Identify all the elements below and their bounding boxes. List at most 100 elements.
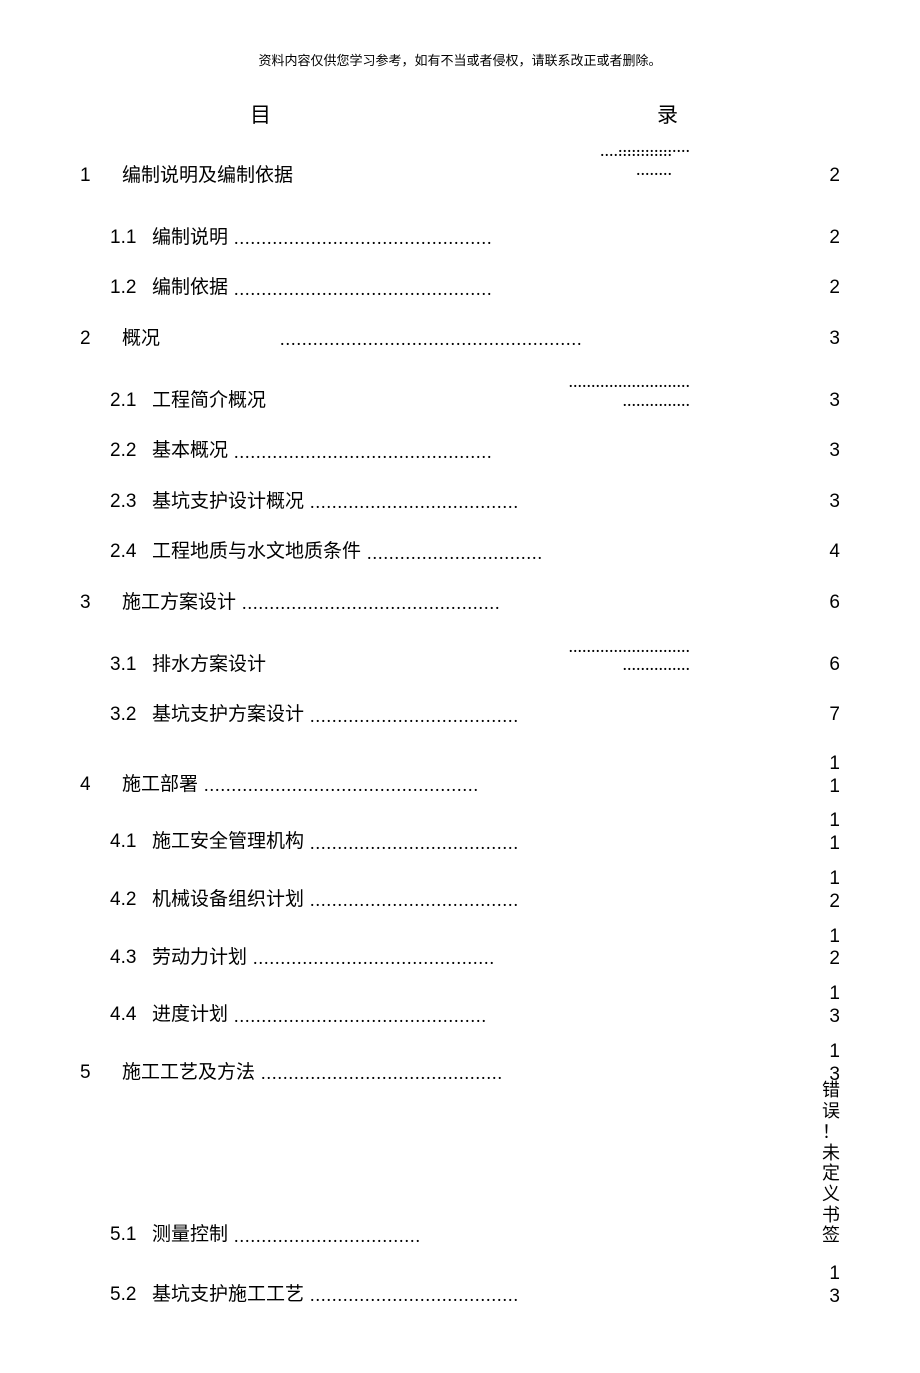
toc-row: 5.1测量控制 ................................… xyxy=(80,1222,840,1249)
vertical-char: 定 xyxy=(822,1163,840,1184)
toc-dots: ........................................… xyxy=(255,1061,820,1086)
toc-row: 4.3劳动力计划 ...............................… xyxy=(80,926,840,972)
toc-page: 13 xyxy=(820,983,840,1029)
toc-number: 4 xyxy=(80,772,112,799)
toc-row: 2概况 ....................................… xyxy=(80,326,840,353)
vertical-char: 签 xyxy=(822,1225,840,1246)
vertical-char: ！ xyxy=(822,1122,840,1143)
toc-page-digit: 1 xyxy=(829,1041,840,1064)
toc-dots-stacked: ........................................… xyxy=(266,372,820,410)
toc-page: 3 xyxy=(820,326,840,353)
toc-page-digit: 1 xyxy=(829,776,840,799)
toc-label: 机械设备组织计划 xyxy=(152,887,304,914)
toc-page: 12 xyxy=(820,926,840,972)
toc-page-digit: 1 xyxy=(829,983,840,1006)
toc-number: 1 xyxy=(80,163,112,190)
vertical-char: 未 xyxy=(822,1143,840,1164)
toc-number: 4.3 xyxy=(110,945,142,972)
toc-title-right: 录 xyxy=(657,99,678,129)
toc-dots: ........................................… xyxy=(247,946,820,971)
toc-page-digit: 1 xyxy=(829,868,840,891)
toc-page: 3 xyxy=(820,388,840,415)
toc-number: 2.3 xyxy=(110,489,142,516)
toc-page: 13 xyxy=(820,1263,840,1309)
toc-row: 1编制说明及编制依据........................2 xyxy=(80,163,840,201)
toc-row: 3.1排水方案设计...............................… xyxy=(80,641,840,679)
toc-page-digit: 3 xyxy=(829,1006,840,1029)
toc-page-digit: 2 xyxy=(829,891,840,914)
toc-dots-line: ............... xyxy=(272,655,690,674)
toc-dots: ................................ xyxy=(361,541,820,566)
toc-label: 编制说明及编制依据 xyxy=(122,163,293,190)
toc-label: 基坑支护施工工艺 xyxy=(152,1282,304,1309)
toc-row: 4.4进度计划 ................................… xyxy=(80,983,840,1029)
toc-number: 1.1 xyxy=(110,225,142,252)
toc-dots: ........................................… xyxy=(228,440,820,465)
toc-number: 3.2 xyxy=(110,702,142,729)
toc-label: 工程地质与水文地质条件 xyxy=(152,539,361,566)
toc-page: 2 xyxy=(820,275,840,302)
toc-dots-line: ............... xyxy=(272,391,690,410)
toc-page: 3 xyxy=(820,489,840,516)
toc-dots: .................................. xyxy=(228,1224,427,1249)
vertical-char: 错 xyxy=(822,1080,840,1101)
toc-number: 1.2 xyxy=(110,275,142,302)
toc-number: 4.1 xyxy=(110,829,142,856)
toc-page-digit: 1 xyxy=(829,810,840,833)
toc-row: 4施工部署 ..................................… xyxy=(80,753,840,799)
toc-row: 2.3基坑支护设计概况 ............................… xyxy=(80,489,840,516)
toc-page-digit: 1 xyxy=(829,1263,840,1286)
vertical-char: 书 xyxy=(822,1205,840,1226)
toc-page: 2 xyxy=(820,163,840,190)
toc-label: 基坑支护方案设计 xyxy=(152,702,304,729)
toc-dots: ...................................... xyxy=(304,704,820,729)
toc-row: 5.2 基坑支护施工工艺 ............................… xyxy=(80,1263,840,1309)
toc-page: 6 xyxy=(820,652,840,679)
toc-row: 2.2基本概况 ................................… xyxy=(80,438,840,465)
toc-page-digit: 1 xyxy=(829,926,840,949)
toc-dots: ........................................… xyxy=(228,1004,820,1029)
toc-number: 5.1 xyxy=(110,1222,142,1249)
toc-label: 排水方案设计 xyxy=(152,652,266,679)
toc-dots: ...................................... xyxy=(304,888,820,913)
toc-dots-line: ........ xyxy=(299,160,672,179)
toc-label: 进度计划 xyxy=(152,1002,228,1029)
toc-entries: 1编制说明及编制依据........................21.1编制… xyxy=(80,163,840,1309)
toc-row: 1.1 编制说明 ................................… xyxy=(80,225,840,252)
toc-label: 工程简介概况 xyxy=(152,388,266,415)
toc-dots-stacked: ........................ xyxy=(293,141,820,179)
header-disclaimer: 资料内容仅供您学习参考，如有不当或者侵权，请联系改正或者删除。 xyxy=(80,50,840,69)
toc-page: 11 xyxy=(820,810,840,856)
toc-dots: ........................................… xyxy=(228,226,820,251)
toc-row: 1.2 编制依据 ................................… xyxy=(80,275,840,302)
toc-number: 5.2 xyxy=(110,1282,142,1309)
toc-row: 2.1工程简介概况...............................… xyxy=(80,376,840,414)
toc-row: 3.2 基坑支护方案设计 ............................… xyxy=(80,702,840,729)
spacer xyxy=(80,1092,840,1222)
toc-dots-line: ................ xyxy=(299,141,672,160)
toc-row: 4.2机械设备组织计划 ............................… xyxy=(80,868,840,914)
toc-dots: ...................................... xyxy=(304,831,820,856)
toc-label: 施工部署 xyxy=(122,772,198,799)
toc-dots: ...................................... xyxy=(304,1283,820,1308)
toc-page-digit: 1 xyxy=(829,753,840,776)
toc-title-left: 目 xyxy=(250,99,271,129)
toc-label: 概况 xyxy=(122,326,160,353)
toc-page-digit: 2 xyxy=(829,948,840,971)
toc-number: 2.1 xyxy=(110,388,142,415)
toc-dots: ...................................... xyxy=(304,490,820,515)
toc-row: 3施工方案设计 ................................… xyxy=(80,590,840,617)
toc-label: 编制依据 xyxy=(152,275,228,302)
toc-dots-stacked: ........................................… xyxy=(266,637,820,675)
toc-page: 12 xyxy=(820,868,840,914)
toc-label: 编制说明 xyxy=(152,225,228,252)
toc-dots-line: ........................... xyxy=(272,372,690,391)
toc-dots-line: ........................... xyxy=(272,637,690,656)
toc-dots: ........................................… xyxy=(228,277,820,302)
vertical-char: 义 xyxy=(822,1184,840,1205)
toc-page: 11 xyxy=(820,753,840,799)
toc-label: 施工安全管理机构 xyxy=(152,829,304,856)
toc-number: 2.2 xyxy=(110,438,142,465)
toc-title-gap xyxy=(271,99,657,129)
toc-number: 2 xyxy=(80,326,112,353)
